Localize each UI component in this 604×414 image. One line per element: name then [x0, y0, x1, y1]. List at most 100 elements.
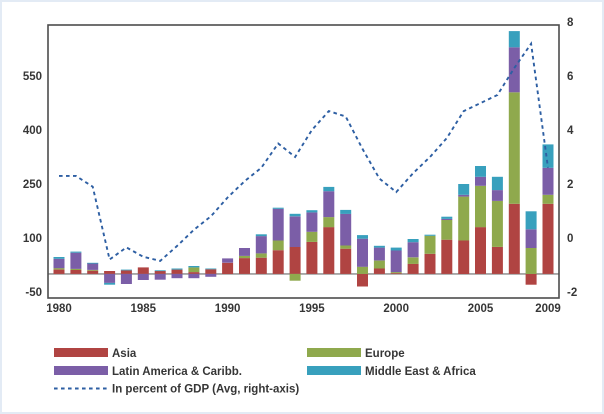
- bar-latin-america-caribb-2004: [458, 194, 470, 197]
- bar-middle-east-africa-1994: [289, 213, 301, 217]
- bar-latin-america-caribb-1983: [104, 273, 116, 283]
- bar-asia-1988: [188, 272, 200, 274]
- bar-europe-1995: [306, 231, 318, 242]
- bar-europe-1992: [255, 253, 267, 258]
- bar-europe-2004: [458, 196, 470, 241]
- bar-asia-1999: [373, 268, 385, 274]
- bar-latin-america-caribb-2007: [508, 47, 520, 93]
- bar-asia-1985: [137, 267, 149, 274]
- bar-asia-1995: [306, 241, 318, 274]
- bar-latin-america-caribb-2009: [542, 167, 554, 195]
- legend-label-gdp-line: In percent of GDP (Avg, right-axis): [112, 384, 299, 396]
- bar-latin-america-caribb-2006: [491, 190, 503, 201]
- bar-middle-east-africa-1981: [70, 251, 82, 253]
- bar-europe-1998: [357, 266, 368, 274]
- bar-latin-america-caribb-1989: [205, 273, 217, 277]
- bar-latin-america-caribb-1998: [357, 238, 368, 267]
- bar-europe-2001: [407, 257, 419, 264]
- bar-latin-america-caribb-1982: [87, 263, 99, 270]
- bar-latin-america-caribb-1984: [120, 273, 132, 284]
- bar-asia-2001: [407, 263, 419, 274]
- bar-latin-america-caribb-1981: [70, 252, 82, 269]
- bar-middle-east-africa-2009: [542, 144, 554, 168]
- bar-europe-1996: [323, 217, 335, 228]
- bar-asia-1990: [222, 262, 234, 274]
- y-left-tick-label: 550: [23, 71, 42, 83]
- y-right-tick-label: 4: [567, 125, 574, 137]
- bar-asia-1991: [239, 258, 250, 274]
- bar-asia-1984: [120, 270, 132, 274]
- legend-label-latin-america-caribb: Latin America & Caribb.: [112, 366, 242, 378]
- gdp-percent-line: [59, 41, 549, 262]
- bar-middle-east-africa-2004: [458, 184, 470, 195]
- bar-europe-2008: [525, 248, 537, 274]
- bar-asia-1996: [323, 227, 335, 274]
- bar-middle-east-africa-1982: [87, 262, 99, 264]
- bar-asia-1983: [104, 271, 116, 274]
- bar-middle-east-africa-1993: [272, 207, 284, 209]
- bar-europe-1993: [272, 240, 284, 251]
- legend-swatch-europe: [307, 348, 361, 357]
- bar-asia-1998: [357, 273, 368, 287]
- bar-asia-1980: [53, 269, 65, 274]
- bar-europe-2005: [475, 185, 486, 228]
- x-tick-label: 1990: [215, 303, 241, 315]
- bar-europe-2000: [390, 272, 402, 274]
- bar-europe-2002: [424, 235, 436, 254]
- legend-swatch-asia: [54, 348, 108, 357]
- bar-middle-east-africa-1999: [373, 245, 385, 248]
- bar-latin-america-caribb-2001: [407, 242, 419, 258]
- bar-asia-1992: [255, 257, 267, 274]
- bar-middle-east-africa-1995: [306, 210, 318, 213]
- bar-middle-east-africa-1980: [53, 257, 65, 259]
- y-left-tick-label: 100: [23, 233, 42, 245]
- x-tick-label: 2005: [468, 303, 494, 315]
- bar-latin-america-caribb-1995: [306, 212, 318, 232]
- bar-asia-1982: [87, 270, 99, 274]
- bar-latin-america-caribb-1980: [53, 258, 65, 269]
- y-right-tick-label: 0: [567, 233, 573, 245]
- bar-asia-2002: [424, 253, 436, 274]
- bar-latin-america-caribb-1987: [171, 273, 183, 279]
- bar-middle-east-africa-1997: [340, 209, 352, 214]
- x-tick-label: 1985: [131, 303, 157, 315]
- y-right-tick-label: 2: [567, 179, 573, 191]
- legend-swatch-middle-east-africa: [307, 366, 361, 375]
- bar-latin-america-caribb-2000: [390, 250, 402, 273]
- bar-europe-1981: [70, 268, 82, 270]
- bar-middle-east-africa-2005: [475, 166, 486, 177]
- bar-middle-east-africa-1988: [188, 266, 200, 268]
- bar-middle-east-africa-2008: [525, 211, 537, 230]
- bar-asia-1993: [272, 250, 284, 274]
- bar-middle-east-africa-2000: [390, 247, 402, 251]
- bar-europe-1999: [373, 260, 385, 269]
- bar-asia-2007: [508, 203, 520, 274]
- bar-latin-america-caribb-1990: [222, 258, 234, 263]
- legend-label-asia: Asia: [112, 348, 137, 360]
- bar-middle-east-africa-2002: [424, 234, 436, 236]
- bar-middle-east-africa-1998: [357, 235, 368, 239]
- bar-asia-2005: [475, 227, 486, 274]
- x-tick-label: 2009: [535, 303, 561, 315]
- bar-latin-america-caribb-1997: [340, 213, 352, 246]
- bar-latin-america-caribb-1985: [137, 273, 149, 280]
- bar-europe-2009: [542, 194, 554, 204]
- bar-middle-east-africa-1992: [255, 234, 267, 237]
- bar-latin-america-caribb-2008: [525, 229, 537, 248]
- bar-asia-2009: [542, 203, 554, 274]
- y-left-tick-label: 250: [23, 179, 42, 191]
- bar-latin-america-caribb-1991: [239, 248, 250, 256]
- legend-label-europe: Europe: [365, 348, 405, 360]
- bar-latin-america-caribb-1999: [373, 247, 385, 261]
- bar-europe-2003: [441, 219, 453, 240]
- bar-middle-east-africa-1983: [104, 282, 116, 285]
- x-tick-label: 1980: [46, 303, 72, 315]
- bar-latin-america-caribb-1996: [323, 191, 335, 218]
- plot-frame: [47, 24, 560, 299]
- bar-asia-2000: [390, 273, 402, 274]
- bar-asia-2008: [525, 273, 537, 285]
- y-left-tick-label: -50: [25, 287, 42, 299]
- y-left-tick-label: 400: [23, 125, 42, 137]
- bar-latin-america-caribb-1994: [289, 216, 301, 247]
